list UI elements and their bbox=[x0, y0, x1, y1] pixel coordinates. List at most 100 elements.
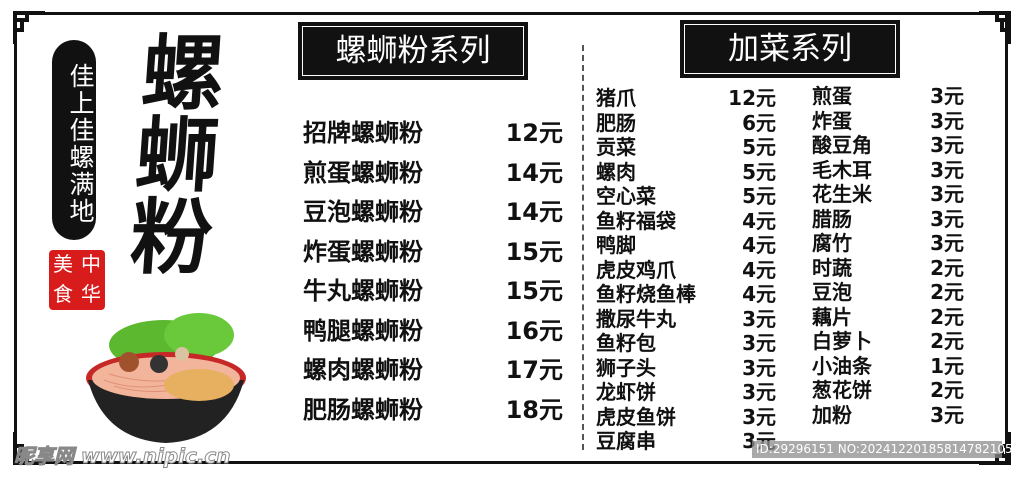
menu-item: 肥肠螺蛳粉 18元 bbox=[303, 390, 563, 426]
corner-ornament-icon bbox=[12, 432, 46, 466]
noodle-bowl-image bbox=[84, 300, 249, 445]
menu-item: 牛丸螺蛳粉 15元 bbox=[303, 271, 563, 307]
main-menu-title: 螺蛳粉系列 bbox=[298, 22, 528, 80]
item-name: 鱼籽包 bbox=[596, 331, 656, 355]
menu-item: 煎蛋螺蛳粉 14元 bbox=[303, 153, 563, 189]
item-name: 狮子头 bbox=[596, 355, 656, 380]
addon-item: 贡菜 5元 bbox=[596, 135, 776, 159]
item-name: 鸭脚 bbox=[596, 233, 636, 257]
item-price: 3元 bbox=[742, 355, 776, 380]
seal-char: 中 bbox=[81, 252, 101, 276]
addon-item: 酸豆角 3元 bbox=[812, 133, 964, 157]
addon-item: 炸蛋 3元 bbox=[812, 109, 964, 133]
item-name: 豆泡 bbox=[812, 280, 852, 304]
menu-item: 炸蛋螺蛳粉 15元 bbox=[303, 232, 563, 268]
item-price: 3元 bbox=[930, 133, 964, 157]
menu-frame bbox=[14, 12, 1008, 464]
addon-item: 鱼籽福袋 4元 bbox=[596, 209, 776, 233]
item-price: 5元 bbox=[742, 184, 776, 208]
addon-item: 花生米 3元 bbox=[812, 182, 964, 206]
item-name: 猪爪 bbox=[596, 86, 636, 110]
item-price: 14元 bbox=[505, 198, 563, 226]
item-name: 牛丸螺蛳粉 bbox=[303, 277, 423, 305]
big-title: 螺蛳粉 bbox=[113, 30, 227, 276]
addon-item: 毛木耳 3元 bbox=[812, 158, 964, 182]
item-price: 2元 bbox=[930, 255, 964, 280]
addon-item: 加粉 3元 bbox=[812, 403, 964, 427]
addon-item: 虎皮鱼饼 3元 bbox=[596, 405, 776, 429]
addon-item: 白萝卜 2元 bbox=[812, 329, 964, 353]
item-name: 豆腐串 bbox=[596, 429, 656, 453]
addon-item: 螺肉 5元 bbox=[596, 160, 776, 184]
item-name: 螺肉 bbox=[596, 159, 636, 184]
item-name: 豆泡螺蛳粉 bbox=[303, 198, 423, 226]
addon-item: 腊肠 3元 bbox=[812, 207, 964, 231]
item-name: 酸豆角 bbox=[812, 133, 872, 157]
item-price: 3元 bbox=[742, 306, 776, 331]
item-price: 3元 bbox=[930, 206, 964, 231]
item-name: 煎蛋 bbox=[812, 84, 852, 108]
addon-item: 狮子头 3元 bbox=[596, 356, 776, 380]
menu-item: 豆泡螺蛳粉 14元 bbox=[303, 192, 563, 228]
item-name: 炸蛋 bbox=[812, 108, 852, 133]
item-name: 招牌螺蛳粉 bbox=[303, 119, 423, 147]
seal-char: 华 bbox=[81, 282, 101, 306]
item-price: 3元 bbox=[930, 84, 964, 108]
item-price: 5元 bbox=[742, 159, 776, 184]
addon-item: 腐竹 3元 bbox=[812, 231, 964, 255]
menu-item: 招牌螺蛳粉 12元 bbox=[303, 113, 563, 149]
menu-item: 鸭腿螺蛳粉 16元 bbox=[303, 311, 563, 347]
watermark-id-bar: ID:29296151 NO:20241220185814782105 bbox=[752, 441, 1013, 458]
item-name: 鱼籽烧鱼棒 bbox=[596, 282, 696, 306]
addon-item: 煎蛋 3元 bbox=[812, 84, 964, 108]
item-name: 空心菜 bbox=[596, 184, 656, 208]
item-price: 15元 bbox=[505, 237, 563, 266]
item-name: 虎皮鸡爪 bbox=[596, 257, 676, 282]
corner-ornament-icon bbox=[12, 10, 46, 44]
seal-stamp: 美 中 食 华 bbox=[49, 250, 105, 310]
item-name: 炸蛋螺蛳粉 bbox=[303, 237, 423, 266]
item-price: 3元 bbox=[742, 404, 776, 429]
addon-item: 葱花饼 2元 bbox=[812, 378, 964, 402]
addon-item: 鸭脚 4元 bbox=[596, 233, 776, 257]
item-price: 2元 bbox=[930, 378, 964, 402]
addon-item: 鱼籽包 3元 bbox=[596, 331, 776, 355]
item-name: 藕片 bbox=[812, 304, 852, 329]
item-price: 6元 bbox=[742, 110, 776, 135]
slogan-pill: 佳上佳螺满地 bbox=[52, 40, 96, 240]
item-price: 3元 bbox=[742, 331, 776, 355]
item-name: 加粉 bbox=[812, 402, 852, 427]
item-name: 鱼籽福袋 bbox=[596, 208, 676, 233]
item-price: 18元 bbox=[505, 395, 563, 424]
item-name: 螺肉螺蛳粉 bbox=[303, 356, 423, 384]
watermark-logo: 昵享网 www.nipic.cn bbox=[14, 444, 232, 469]
item-name: 鸭腿螺蛳粉 bbox=[303, 316, 423, 345]
item-price: 3元 bbox=[742, 380, 776, 404]
item-price: 3元 bbox=[930, 108, 964, 133]
item-price: 4元 bbox=[742, 282, 776, 306]
addon-item: 龙虾饼 3元 bbox=[596, 380, 776, 404]
item-name: 时蔬 bbox=[812, 255, 852, 280]
item-name: 虎皮鱼饼 bbox=[596, 404, 676, 429]
item-price: 1元 bbox=[930, 353, 964, 378]
item-price: 14元 bbox=[505, 158, 563, 187]
item-price: 3元 bbox=[930, 402, 964, 427]
item-price: 4元 bbox=[742, 208, 776, 233]
addon-item: 撒尿牛丸 3元 bbox=[596, 307, 776, 331]
item-price: 16元 bbox=[505, 316, 563, 345]
item-name: 毛木耳 bbox=[812, 157, 872, 182]
addon-item: 豆腐串3元 bbox=[596, 429, 776, 453]
item-name: 肥肠 bbox=[596, 110, 636, 135]
item-name: 煎蛋螺蛳粉 bbox=[303, 158, 423, 187]
item-name: 葱花饼 bbox=[812, 378, 872, 402]
item-name: 花生米 bbox=[812, 182, 872, 206]
item-name: 小油条 bbox=[812, 353, 872, 378]
item-price: 12元 bbox=[505, 119, 563, 147]
item-name: 龙虾饼 bbox=[596, 380, 656, 404]
item-price: 2元 bbox=[930, 304, 964, 329]
addon-item: 空心菜 5元 bbox=[596, 184, 776, 208]
item-name: 腊肠 bbox=[812, 206, 852, 231]
seal-char: 美 bbox=[53, 252, 73, 276]
dashed-divider bbox=[582, 45, 584, 450]
seal-char: 食 bbox=[53, 282, 73, 306]
